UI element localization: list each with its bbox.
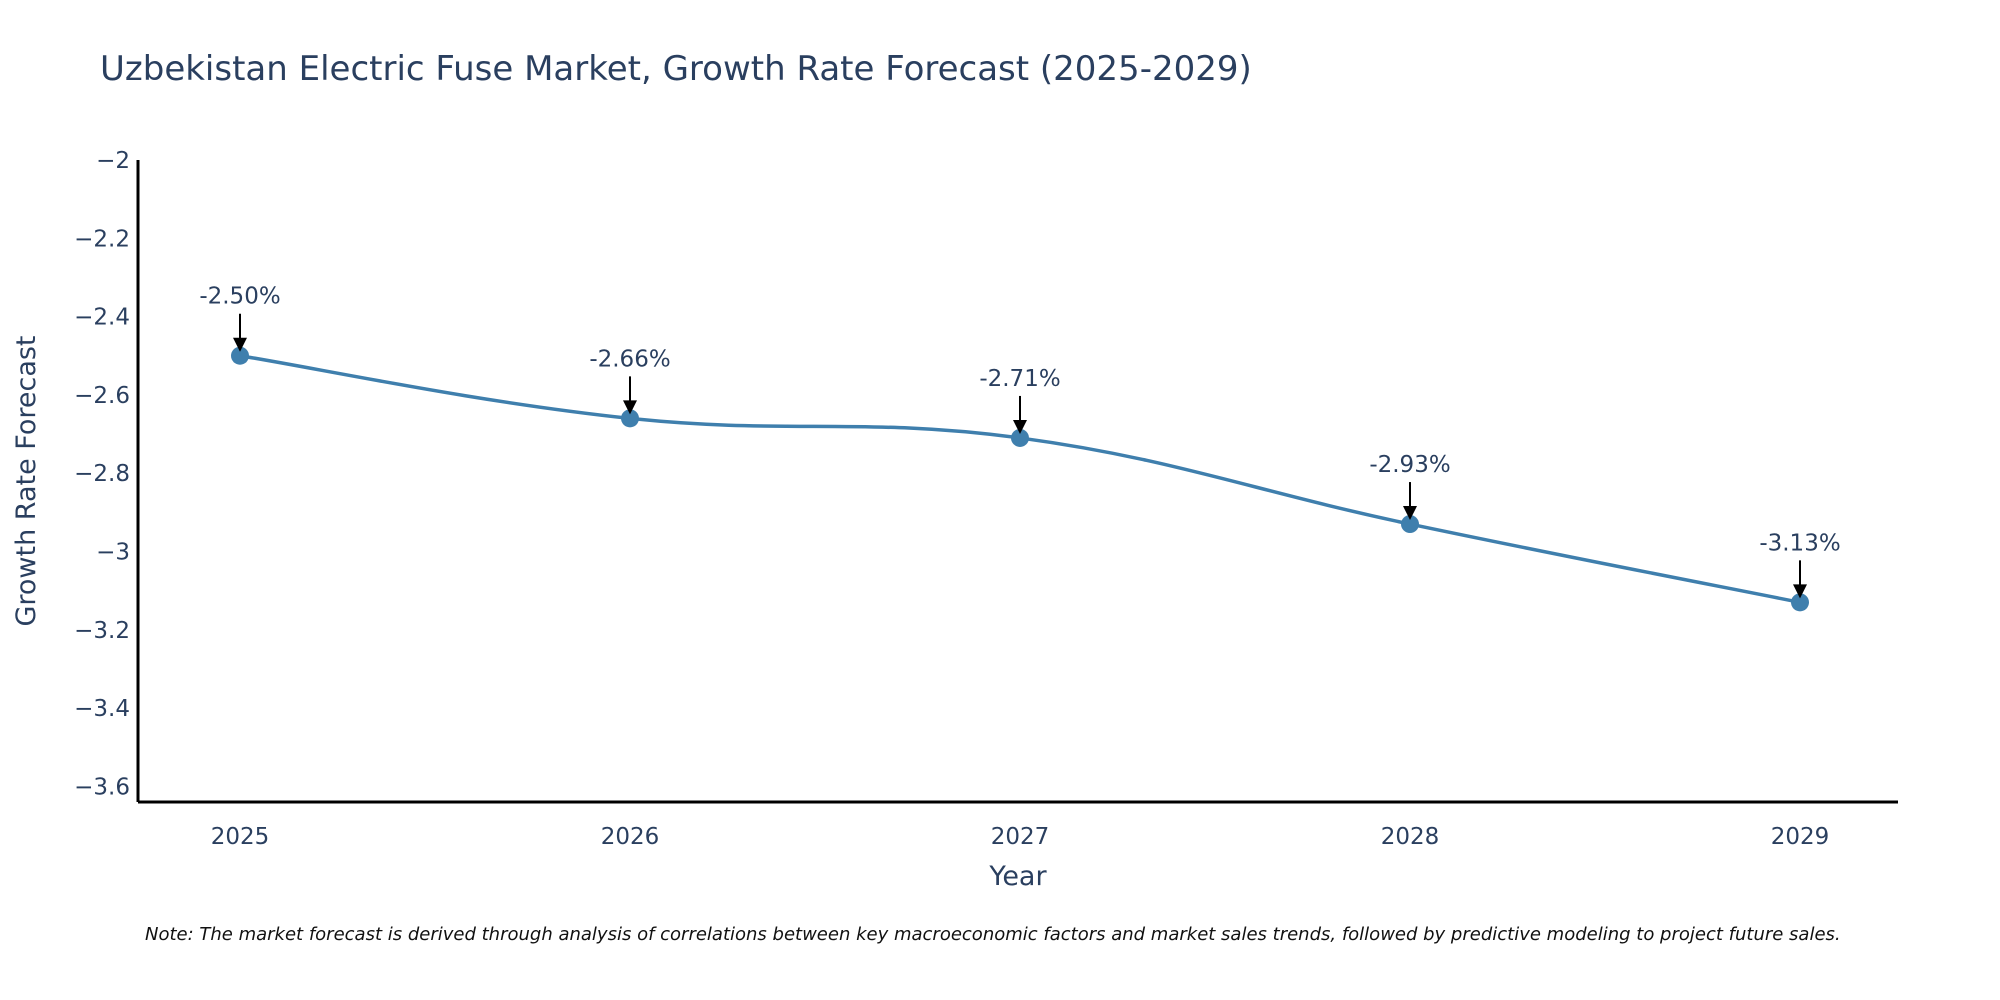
- data-label-text: -3.13%: [1759, 530, 1840, 556]
- data-points: [231, 346, 1809, 612]
- data-point: [1791, 593, 1809, 612]
- y-axis-title: Growth Rate Forecast: [11, 335, 42, 626]
- data-label: -3.13%: [1759, 530, 1841, 599]
- data-label: -2.71%: [979, 366, 1061, 434]
- x-tick-label: 2027: [991, 824, 1050, 850]
- data-label-text: -2.71%: [979, 366, 1060, 392]
- x-tick-label: 2025: [211, 824, 270, 850]
- y-tick-label: −2.4: [74, 305, 130, 331]
- footnote: Note: The market forecast is derived thr…: [145, 924, 1841, 945]
- data-label-text: -2.50%: [199, 284, 280, 310]
- x-axis-title: Year: [988, 861, 1047, 892]
- y-tick-label: −3.4: [74, 696, 130, 722]
- data-point: [621, 409, 639, 428]
- x-tick-label: 2026: [601, 824, 660, 850]
- x-axis-ticks: 2025 2026 2027 2028 2029: [211, 824, 1830, 850]
- data-label-text: -2.66%: [589, 346, 670, 372]
- y-tick-label: −3.2: [74, 618, 130, 644]
- y-axis-ticks: −2 −2.2 −2.4 −2.6 −2.8 −3 −3.2 −3.4 −3.6: [74, 148, 130, 800]
- data-label-text: -2.93%: [1369, 452, 1450, 478]
- data-labels: -2.50% -2.66% -2.71% -2.93% -3.13%: [199, 284, 1841, 599]
- data-point: [231, 346, 249, 365]
- x-tick-label: 2028: [1381, 824, 1440, 850]
- x-tick-label: 2029: [1771, 824, 1830, 850]
- data-label: -2.93%: [1369, 452, 1451, 521]
- series-line: [239, 354, 1801, 605]
- data-point: [1401, 515, 1419, 534]
- data-point: [1011, 428, 1029, 447]
- y-tick-label: −2: [96, 148, 130, 174]
- y-tick-label: −2.8: [74, 461, 130, 487]
- data-label: -2.50%: [199, 284, 281, 352]
- y-tick-label: −3.6: [74, 774, 130, 800]
- y-tick-label: −2.2: [74, 226, 130, 252]
- data-label: -2.66%: [589, 346, 671, 415]
- y-tick-label: −2.6: [74, 383, 130, 409]
- chart-title: Uzbekistan Electric Fuse Market, Growth …: [100, 49, 1252, 89]
- y-tick-label: −3: [96, 539, 130, 565]
